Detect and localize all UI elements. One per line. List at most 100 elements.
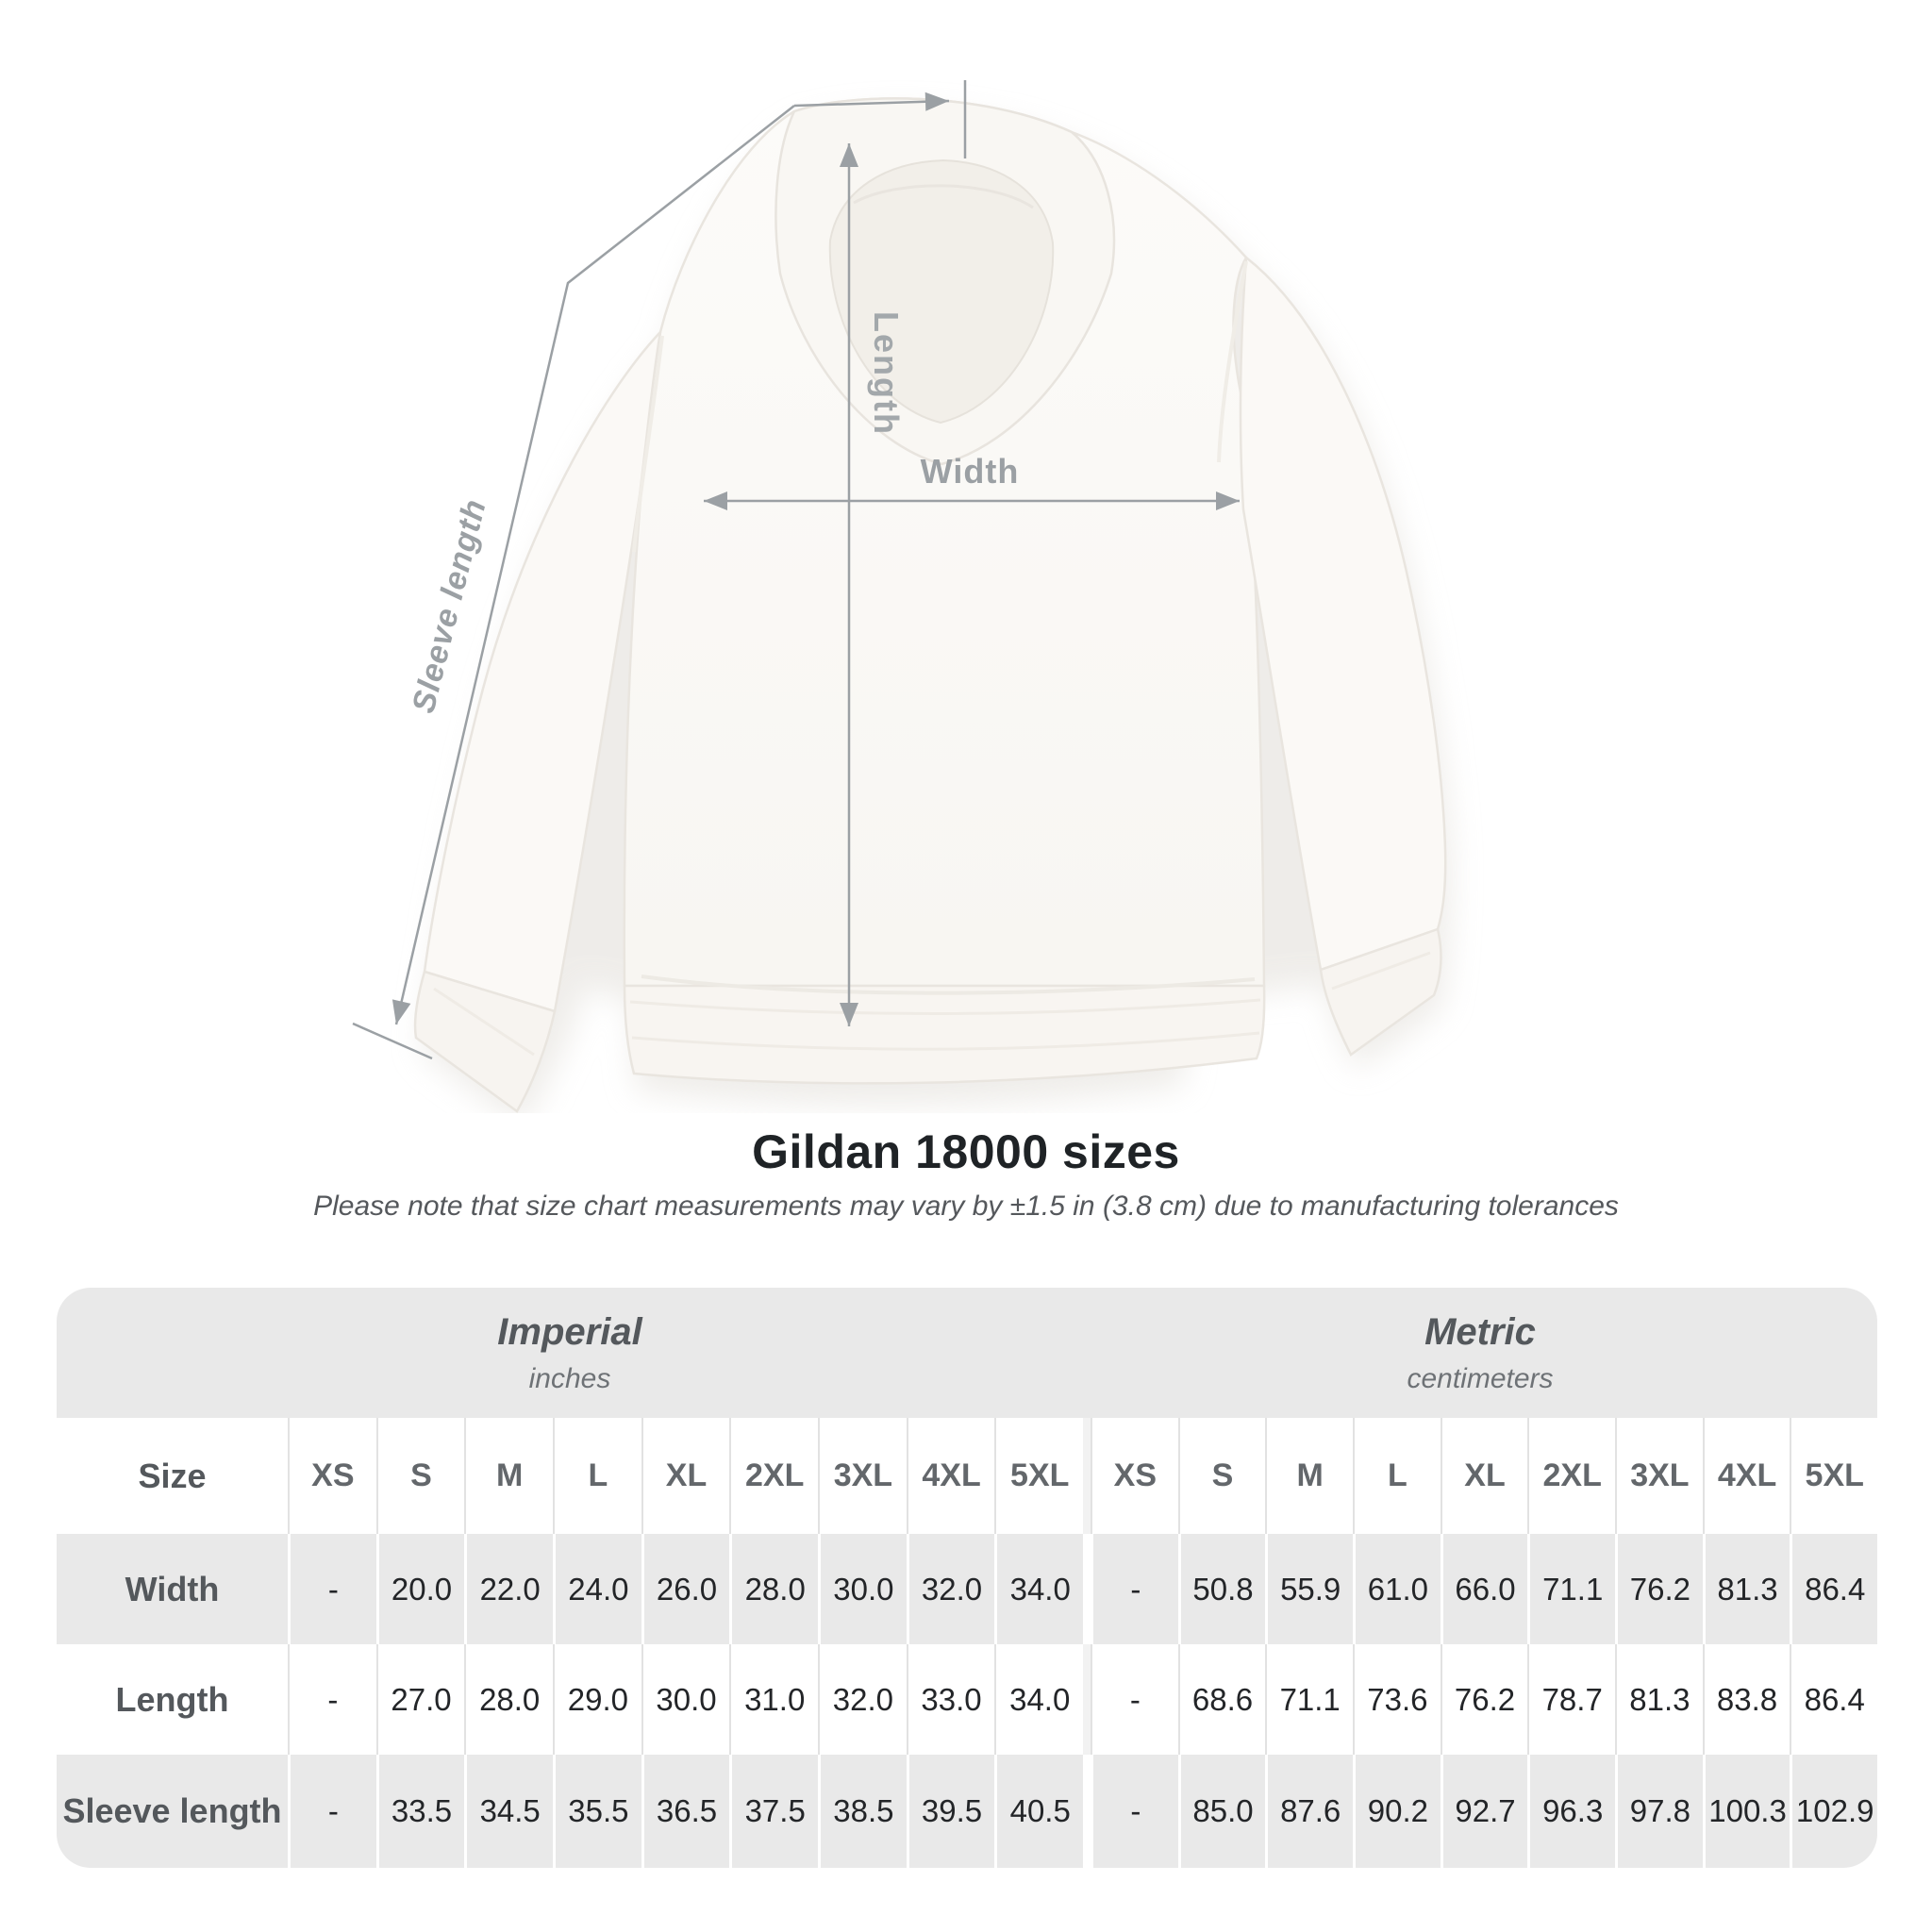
width-metric-value-cell: 55.9: [1265, 1534, 1353, 1644]
length-imperial-value-cell: 31.0: [729, 1644, 818, 1755]
sleeve-metric-value-cell: 90.2: [1353, 1755, 1441, 1868]
sleeve-metric-value-cell: 96.3: [1527, 1755, 1615, 1868]
waistband-rib-line: [631, 1031, 1260, 1051]
metric-section-header: Metric centimeters: [1083, 1288, 1877, 1418]
left-armhole-seam: [632, 335, 664, 553]
size-column-header: Size: [138, 1456, 207, 1495]
length-metric-value-cell: 76.2: [1440, 1644, 1528, 1755]
back-neck-seam: [853, 184, 1034, 209]
size-header-cell: 2XL: [1527, 1418, 1615, 1534]
sleeve-metric-value-cell: 92.7: [1440, 1755, 1528, 1868]
metric-section-title: Metric: [1424, 1310, 1536, 1353]
table-row-length: Length -27.0 28.0 29.0 30.0 31.0 32.0 33.0 34.0…: [57, 1644, 1877, 1755]
waistband-rib-line: [629, 998, 1261, 1016]
sleeve-metric-value-cell: -: [1091, 1755, 1178, 1868]
length-metric-value-cell: 78.7: [1527, 1644, 1615, 1755]
imperial-section-title: Imperial: [497, 1310, 642, 1353]
size-header-cell: L: [1353, 1418, 1441, 1534]
length-metric-value-cell: 73.6: [1353, 1644, 1441, 1755]
length-imperial-value-cell: 34.0: [994, 1644, 1083, 1755]
sleeve-metric-value-cell: 97.8: [1615, 1755, 1703, 1868]
unit-header-band: Imperial inches Metric centimeters: [57, 1288, 1877, 1418]
imperial-size-headers: XS S M L XL 2XL 3XL 4XL 5XL: [288, 1418, 1083, 1534]
metric-section-unit: centimeters: [1407, 1362, 1554, 1394]
length-metric-value-cell: -: [1091, 1644, 1178, 1755]
tolerance-note: Please note that size chart measurements…: [313, 1191, 1619, 1222]
metric-size-headers: XS S M L XL 2XL 3XL 4XL 5XL: [1083, 1418, 1877, 1534]
sleeve-measure-bottom-tick: [352, 1022, 433, 1060]
sleeve-length-arrow: [391, 105, 795, 1025]
sleeve-metric-values: -85.0 87.6 90.2 92.7 96.3 97.8 100.3 102.9: [1083, 1755, 1877, 1868]
length-metric-value-cell: 81.3: [1615, 1644, 1703, 1755]
length-metric-values: -68.6 71.1 73.6 76.2 78.7 81.3 83.8 86.4: [1083, 1644, 1877, 1755]
width-metric-value-cell: 81.3: [1702, 1534, 1790, 1644]
width-imperial-value-cell: 34.0: [994, 1534, 1083, 1644]
row-label-width: Width: [125, 1569, 220, 1608]
length-imperial-value-cell: 30.0: [641, 1644, 730, 1755]
right-armhole-seam: [1217, 260, 1248, 463]
sleeve-imperial-value-cell: 39.5: [906, 1755, 995, 1868]
width-imperial-value-cell: 26.0: [641, 1534, 730, 1644]
sleeve-imperial-value-cell: 36.5: [641, 1755, 730, 1868]
hem-seam: [641, 974, 1256, 995]
width-annotation-label: Width: [921, 452, 1020, 491]
width-imperial-value-cell: 24.0: [553, 1534, 641, 1644]
size-header-cell: 4XL: [1702, 1418, 1790, 1534]
sleeve-measure-top-leader: [793, 92, 950, 111]
sleeve-metric-value-cell: 100.3: [1702, 1755, 1790, 1868]
width-imperial-value-cell: 30.0: [818, 1534, 907, 1644]
page-title: Gildan 18000 sizes: [752, 1125, 1180, 1178]
imperial-section-header: Imperial inches: [57, 1288, 1083, 1418]
length-imperial-value-cell: 33.0: [906, 1644, 995, 1755]
sweatshirt-waistband: [623, 984, 1266, 1085]
sleeve-metric-value-cell: 85.0: [1177, 1755, 1266, 1868]
length-metric-value-cell: 71.1: [1265, 1644, 1353, 1755]
width-imperial-value-cell: 20.0: [375, 1534, 465, 1644]
length-imperial-value-cell: -: [288, 1644, 376, 1755]
size-header-cell: S: [1177, 1418, 1266, 1534]
width-imperial-value-cell: 32.0: [906, 1534, 995, 1644]
length-imperial-values: -27.0 28.0 29.0 30.0 31.0 32.0 33.0 34.0: [288, 1644, 1083, 1755]
sleeve-imperial-value-cell: -: [288, 1755, 376, 1868]
size-header-cell: 5XL: [1790, 1418, 1877, 1534]
width-metric-value-cell: 66.0: [1440, 1534, 1528, 1644]
size-header-cell: 3XL: [1615, 1418, 1703, 1534]
width-imperial-value-cell: 28.0: [729, 1534, 818, 1644]
width-imperial-value-cell: 22.0: [464, 1534, 553, 1644]
size-header-cell: M: [1265, 1418, 1353, 1534]
size-header-cell: XS: [288, 1418, 376, 1534]
width-metric-value-cell: 76.2: [1615, 1534, 1703, 1644]
imperial-section-unit: inches: [528, 1362, 611, 1394]
size-header-cell: 5XL: [994, 1418, 1083, 1534]
size-header-cell: L: [553, 1418, 641, 1534]
width-metric-value-cell: 61.0: [1353, 1534, 1441, 1644]
row-label-length: Length: [115, 1679, 229, 1719]
length-metric-value-cell: 68.6: [1177, 1644, 1266, 1755]
size-header-cell: M: [464, 1418, 553, 1534]
size-header-cell: 3XL: [818, 1418, 907, 1534]
sleeve-imperial-value-cell: 37.5: [729, 1755, 818, 1868]
size-header-cell: XL: [641, 1418, 730, 1534]
length-imperial-value-cell: 28.0: [464, 1644, 553, 1755]
width-metric-values: -50.8 55.9 61.0 66.0 71.1 76.2 81.3 86.4: [1083, 1534, 1877, 1644]
sleeve-imperial-value-cell: 34.5: [464, 1755, 553, 1868]
width-metric-value-cell: 86.4: [1790, 1534, 1877, 1644]
size-header-cell: 4XL: [906, 1418, 995, 1534]
sweatshirt-right-sleeve: [1239, 255, 1447, 972]
sleeve-imperial-value-cell: 35.5: [553, 1755, 641, 1868]
sweatshirt-neck-opening: [828, 158, 1055, 425]
table-row-sleeve-length: Sleeve length -33.5 34.5 35.5 36.5 37.5 38.5 3…: [57, 1755, 1877, 1868]
width-imperial-values: -20.0 22.0 24.0 26.0 28.0 30.0 32.0 34.0: [288, 1534, 1083, 1644]
sleeve-imperial-values: -33.5 34.5 35.5 36.5 37.5 38.5 39.5 40.5: [288, 1755, 1083, 1868]
sleeve-metric-value-cell: 87.6: [1265, 1755, 1353, 1868]
sleeve-imperial-value-cell: 33.5: [375, 1755, 465, 1868]
size-header-cell: XS: [1091, 1418, 1178, 1534]
length-imperial-value-cell: 27.0: [375, 1644, 465, 1755]
length-metric-value-cell: 86.4: [1790, 1644, 1877, 1755]
sleeve-imperial-value-cell: 40.5: [994, 1755, 1083, 1868]
size-header-cell: S: [375, 1418, 465, 1534]
sleeve-imperial-value-cell: 38.5: [818, 1755, 907, 1868]
table-row-width: Width -20.0 22.0 24.0 26.0 28.0 30.0 32.0 34.0 …: [57, 1534, 1877, 1644]
sweatshirt-figure-svg: Length Width Sleeve length: [352, 80, 1451, 1126]
length-imperial-value-cell: 32.0: [818, 1644, 907, 1755]
